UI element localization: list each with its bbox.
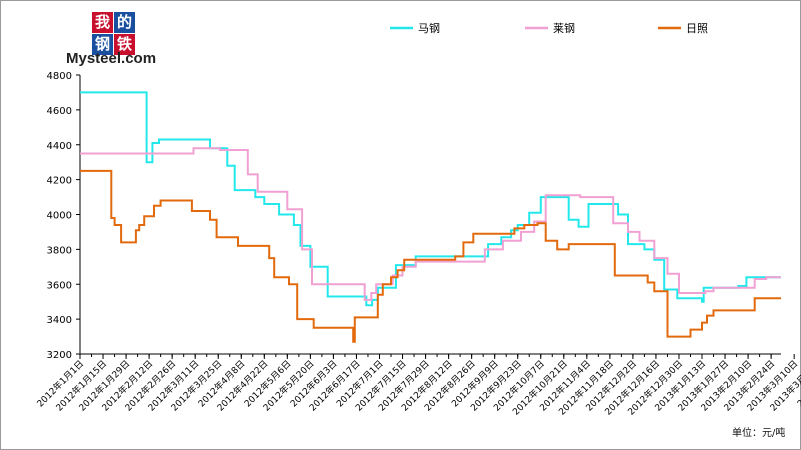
y-tick-label-4800: 4800 <box>47 71 72 82</box>
legend-label-1: 莱钢 <box>553 22 575 35</box>
mysteel-logo: 我 的 钢 铁 Mysteel.com <box>62 10 182 72</box>
y-tick-label-4600: 4600 <box>47 106 72 117</box>
unit-label: 单位：元/吨 <box>732 428 786 439</box>
y-tick-label-4000: 4000 <box>47 211 72 222</box>
series-line-1 <box>80 147 781 301</box>
y-tick-label-4200: 4200 <box>47 176 72 187</box>
y-tick-label-4400: 4400 <box>47 141 72 152</box>
legend-label-2: 日照 <box>686 22 708 35</box>
logo-char-2: 的 <box>114 12 135 33</box>
logo-char-4: 铁 <box>114 34 135 55</box>
y-tick-label-3400: 3400 <box>47 315 72 326</box>
logo-wordmark: Mysteel.com <box>66 50 157 67</box>
logo-char-3: 钢 <box>92 34 113 55</box>
logo-char-1: 我 <box>92 12 113 33</box>
y-tick-label-3800: 3800 <box>47 245 72 256</box>
y-tick-label-3600: 3600 <box>47 280 72 291</box>
legend-label-0: 马钢 <box>418 22 440 35</box>
y-tick-label-3200: 3200 <box>47 350 72 361</box>
series-line-2 <box>80 169 781 343</box>
